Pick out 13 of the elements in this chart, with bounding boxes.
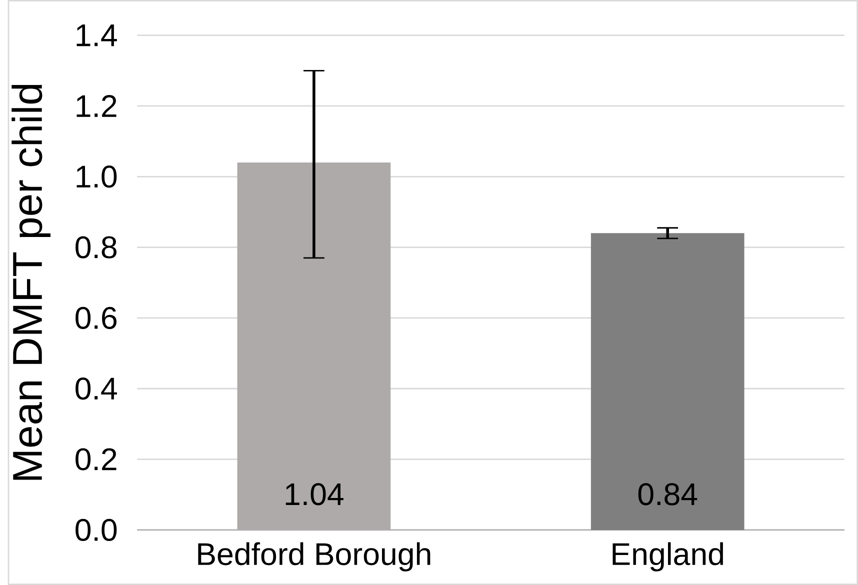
y-axis-title: Mean DMFT per child <box>12 84 50 480</box>
y-tick-label: 1.4 <box>76 24 117 46</box>
y-tick-label: 0.2 <box>76 448 116 470</box>
y-tick-label: 0.6 <box>76 306 116 330</box>
y-tick-label: 0.4 <box>76 378 117 400</box>
x-tick-label: Bedford Borough <box>198 542 430 572</box>
data-label: 1.04 <box>286 483 344 506</box>
y-tick-label: 1.0 <box>76 166 117 188</box>
y-tick-label: 1.2 <box>76 95 116 117</box>
y-tick-label: 0.8 <box>76 236 116 258</box>
y-tick-label: 0.0 <box>76 518 117 542</box>
data-label: 0.84 <box>638 483 698 506</box>
x-tick-label: England <box>612 542 723 572</box>
